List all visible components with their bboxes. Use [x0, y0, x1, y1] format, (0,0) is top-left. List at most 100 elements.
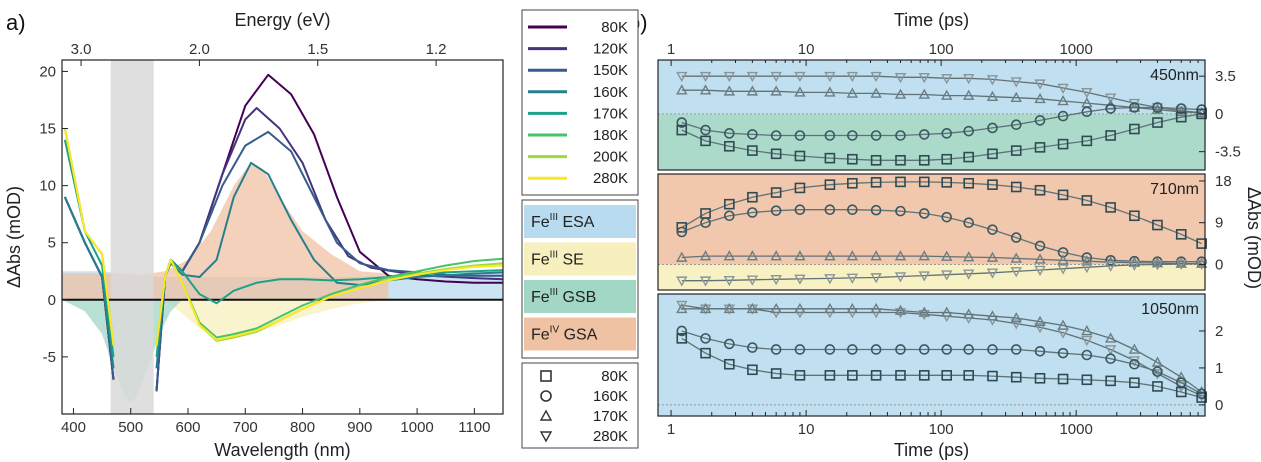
marker-triangle-down — [746, 275, 759, 286]
marker-square — [1105, 130, 1116, 141]
marker-triangle-down — [770, 275, 782, 286]
component-label: FeIII GSB — [531, 287, 596, 306]
marker-square — [1034, 184, 1046, 196]
marker-square — [1129, 377, 1140, 389]
marker-triangle-up — [824, 250, 836, 261]
marker-square — [824, 370, 836, 381]
top-tick-label: 3.0 — [71, 41, 92, 58]
marker-square — [1010, 145, 1022, 156]
marker-square — [540, 370, 552, 382]
marker-triangle-down — [539, 431, 553, 443]
marker-triangle-down — [1151, 369, 1164, 380]
marker-triangle-down — [723, 71, 736, 83]
marker-square — [847, 370, 858, 381]
marker-circle — [700, 124, 711, 136]
marker-circle — [724, 338, 735, 350]
marker-circle — [870, 204, 882, 216]
marker-triangle-up — [676, 302, 688, 314]
x-axis-label-a: Wavelength (nm) — [214, 440, 350, 460]
marker-circle — [941, 344, 953, 355]
marker-triangle-up — [1034, 315, 1046, 327]
marker-triangle-up — [824, 302, 836, 314]
marker-triangle-down — [723, 275, 736, 287]
marker-triangle-up — [918, 306, 930, 317]
panel-bg — [658, 174, 1205, 265]
marker-triangle-up — [1175, 105, 1187, 117]
marker-triangle-down — [846, 273, 859, 284]
marker-triangle-down — [1081, 262, 1093, 274]
marker-circle — [1010, 344, 1022, 355]
marker-triangle-up — [1010, 91, 1022, 103]
marker-circle — [700, 217, 711, 229]
marker-triangle-down — [1128, 260, 1141, 271]
marker-square — [918, 154, 930, 166]
y-tick-label-b: 9 — [1215, 215, 1223, 232]
top-axis-label-a: Energy (eV) — [234, 10, 330, 30]
temperature-traces — [63, 73, 504, 392]
marker-square — [963, 177, 974, 189]
marker-legend-label-170K: 170K — [593, 408, 628, 425]
marker-circle — [794, 204, 806, 216]
marker-circle — [794, 344, 806, 355]
marker-triangle-up — [1128, 343, 1141, 354]
marker-circle — [941, 128, 953, 139]
marker-triangle-down — [918, 310, 930, 321]
component-legend: FeIII ESA FeIII SE FeIII GSB FeIV GSA — [521, 199, 639, 359]
marker-square — [747, 364, 758, 376]
y-tick-label-b: 1 — [1215, 360, 1223, 377]
legend-label-160K: 160K — [593, 84, 628, 101]
marker-circle — [918, 208, 930, 219]
marker-square — [747, 191, 758, 203]
x-tick-label-b: 1 — [667, 421, 675, 438]
marker-triangle-up — [746, 250, 759, 261]
marker-triangle-up — [894, 250, 907, 261]
marker-square — [918, 370, 930, 381]
marker-triangle-up — [1010, 252, 1022, 263]
marker-triangle-up — [1057, 319, 1069, 330]
marker-triangle-down — [1081, 335, 1093, 347]
panel-frame — [657, 59, 1206, 171]
marker-triangle-down — [794, 71, 806, 83]
marker-circle — [724, 210, 735, 222]
fit-line-80K — [681, 181, 1202, 245]
marker-square — [1034, 142, 1046, 153]
marker-square — [1057, 138, 1069, 150]
top-tick-label: 2.0 — [189, 41, 210, 58]
component-swatch — [524, 280, 636, 313]
marker-circle — [847, 344, 858, 355]
y-tick-label-b: -3.5 — [1215, 144, 1241, 161]
marker-triangle-up — [941, 306, 953, 317]
y-tick-label: -5 — [43, 349, 56, 366]
marker-circle — [918, 344, 930, 355]
marker-square — [1105, 375, 1116, 387]
marker-square — [847, 177, 858, 189]
x-axis-label-b: Time (ps) — [894, 440, 969, 460]
top-tick-label-b: 100 — [929, 41, 954, 58]
marker-triangle-down — [676, 71, 688, 83]
marker-triangle-up — [824, 86, 836, 97]
marker-triangle-up — [1081, 325, 1093, 336]
marker-circle — [1081, 252, 1093, 263]
fit-line-80K — [681, 113, 1202, 161]
marker-triangle-down — [1104, 93, 1117, 104]
marker-circle — [747, 342, 758, 353]
marker-circle — [1105, 255, 1116, 266]
marker-triangle-up — [746, 302, 759, 314]
marker-triangle-down — [963, 74, 975, 85]
fit-line-280K — [681, 75, 1202, 114]
marker-triangle-up — [794, 250, 806, 261]
top-axis-label-b: Time (ps) — [894, 10, 969, 30]
marker-square — [1010, 371, 1022, 383]
marker-circle — [676, 226, 688, 238]
x-ticks-b: 1 10 100 1000 — [667, 410, 1206, 438]
marker-triangle-up — [846, 87, 859, 98]
marker-square — [1152, 219, 1163, 231]
marker-triangle-down — [894, 308, 907, 319]
marker-circle — [870, 130, 882, 141]
marker-triangle-up — [870, 250, 882, 261]
marker-square — [847, 153, 858, 165]
marker-circle — [770, 130, 782, 141]
marker-triangle-up — [1151, 356, 1164, 367]
panel-a-chart: 400 500 600 700 800 900 1000 1100 -5 0 5 10 15 20 3.… — [4, 10, 504, 460]
